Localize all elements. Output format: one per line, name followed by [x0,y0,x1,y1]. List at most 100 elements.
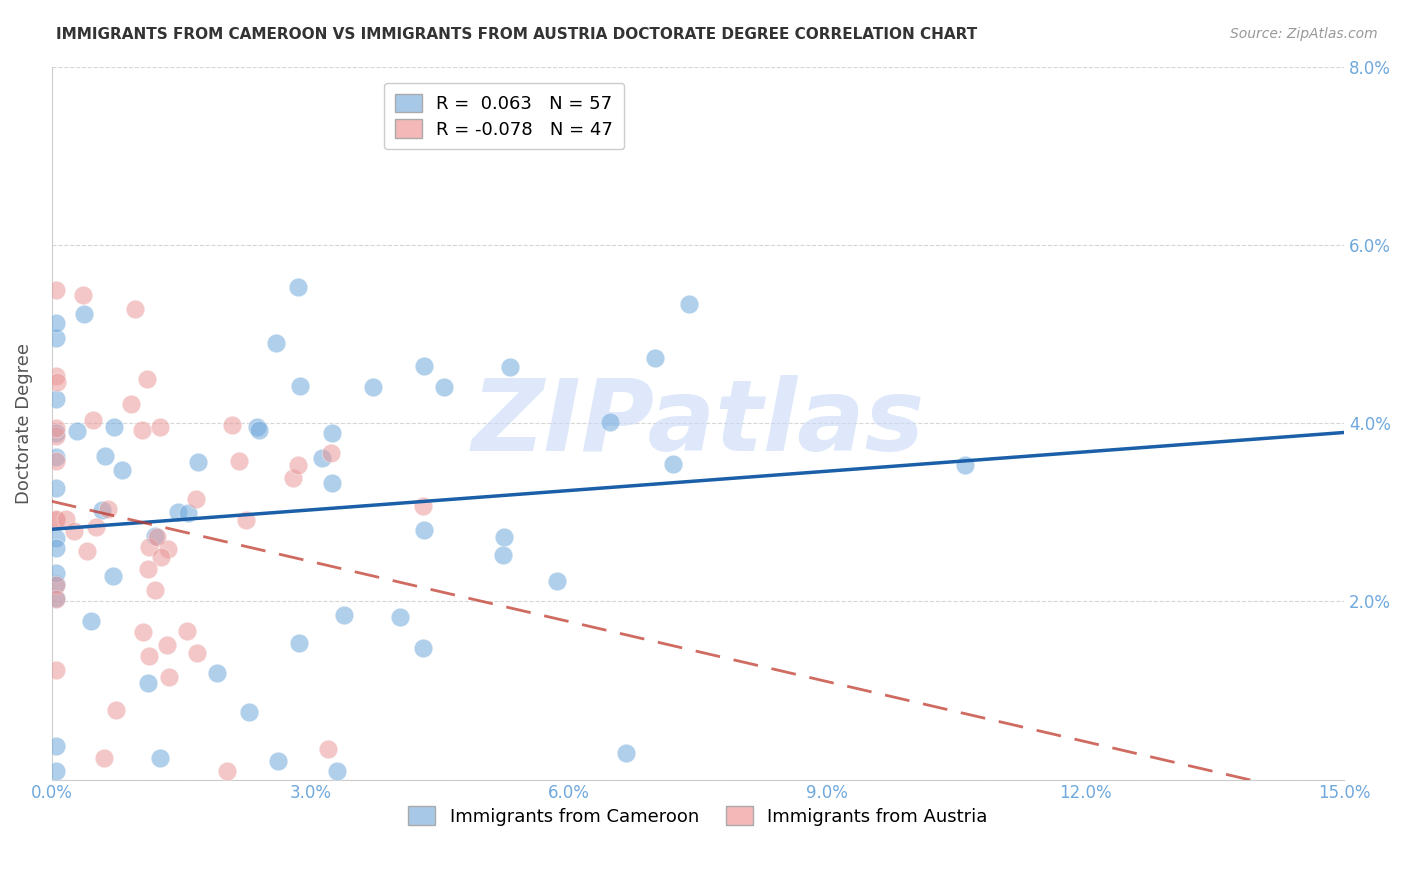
Point [45,513,67,527]
Point [103,569,125,583]
Point [311,450,333,465]
Point [321,425,343,440]
Point [290,379,312,393]
Point [45,481,67,495]
Point [662,458,685,472]
Point [321,476,343,491]
Point [124,302,146,317]
Legend: Immigrants from Cameroon, Immigrants from Austria: Immigrants from Cameroon, Immigrants fro… [399,797,997,835]
Point [76,543,98,558]
Point [413,524,436,538]
Point [45,591,67,606]
Point [433,380,456,394]
Point [287,279,309,293]
Point [143,582,166,597]
Point [215,764,238,778]
Point [45,425,67,440]
Point [599,415,621,429]
Point [136,372,159,386]
Point [221,418,243,433]
Point [288,636,311,650]
Point [55,512,77,526]
Point [412,359,434,374]
Point [45,663,67,677]
Point [644,351,666,366]
Point [45,739,67,754]
Y-axis label: Doctorate Degree: Doctorate Degree [15,343,32,504]
Point [267,754,290,768]
Point [66,424,89,438]
Point [45,512,67,526]
Point [156,638,179,652]
Point [167,505,190,519]
Point [143,529,166,543]
Point [93,751,115,765]
Point [321,446,343,460]
Text: ZIPatlas: ZIPatlas [471,375,925,472]
Point [499,359,522,374]
Point [287,458,309,472]
Point [614,746,637,760]
Point [138,540,160,554]
Point [333,608,356,623]
Point [131,423,153,437]
Point [73,307,96,321]
Point [238,705,260,719]
Point [45,316,67,330]
Point [228,454,250,468]
Point [492,530,515,544]
Point [45,566,67,580]
Point [266,336,288,351]
Point [97,501,120,516]
Point [186,646,208,660]
Point [45,428,67,442]
Point [45,578,67,592]
Point [138,649,160,664]
Point [45,369,67,384]
Point [149,751,172,765]
Point [45,283,67,297]
Point [105,703,128,717]
Text: Source: ZipAtlas.com: Source: ZipAtlas.com [1230,27,1378,41]
Point [326,764,349,778]
Point [45,421,67,435]
Point [146,530,169,544]
Point [157,669,180,683]
Point [546,574,568,589]
Point [136,676,159,690]
Point [363,380,385,394]
Point [131,625,153,640]
Point [45,541,67,556]
Point [316,742,339,756]
Point [955,458,977,473]
Point [45,764,67,778]
Point [103,420,125,434]
Point [94,449,117,463]
Point [45,454,67,468]
Point [678,297,700,311]
Point [247,424,270,438]
Point [82,413,104,427]
Point [389,610,412,624]
Point [150,549,173,564]
Point [136,562,159,576]
Point [412,500,434,514]
Point [492,549,515,563]
Point [45,577,67,591]
Point [149,420,172,434]
Point [187,455,209,469]
Point [84,520,107,534]
Point [45,331,67,345]
Point [184,491,207,506]
Point [72,288,94,302]
Point [205,666,228,681]
Point [90,503,112,517]
Point [111,463,134,477]
Point [176,624,198,638]
Point [45,531,67,545]
Point [283,471,305,485]
Point [63,524,86,539]
Point [45,392,67,406]
Text: IMMIGRANTS FROM CAMEROON VS IMMIGRANTS FROM AUSTRIA DOCTORATE DEGREE CORRELATION: IMMIGRANTS FROM CAMEROON VS IMMIGRANTS F… [56,27,977,42]
Point [45,591,67,606]
